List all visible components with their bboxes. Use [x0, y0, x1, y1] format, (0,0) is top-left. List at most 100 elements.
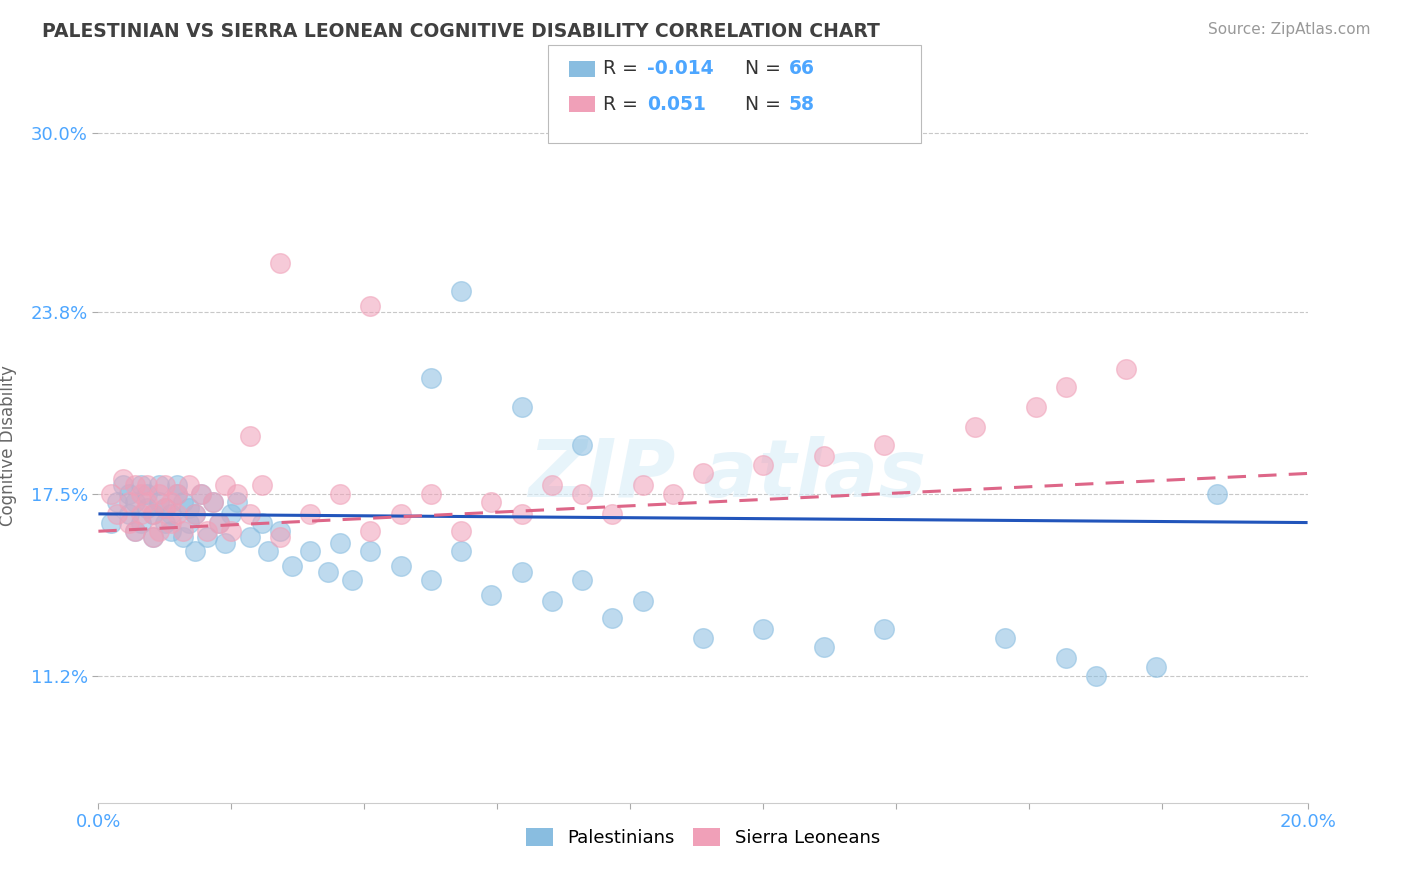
Point: [602, 611, 624, 625]
Text: 0.051: 0.051: [647, 95, 706, 114]
Point: [166, 486, 188, 500]
Point: [873, 623, 896, 637]
Point: [124, 495, 146, 509]
Point: [571, 486, 593, 500]
Point: [873, 437, 896, 451]
Point: [481, 588, 503, 602]
Point: [214, 478, 236, 492]
Point: [160, 516, 183, 530]
Point: [129, 516, 152, 530]
Point: [166, 478, 188, 492]
Point: [148, 478, 170, 492]
Point: [389, 558, 412, 573]
Point: [226, 495, 249, 509]
Point: [420, 371, 443, 385]
Point: [1054, 651, 1077, 665]
Point: [124, 524, 146, 539]
Point: [661, 486, 683, 500]
Point: [118, 495, 141, 509]
Text: 58: 58: [789, 95, 814, 114]
Point: [135, 495, 157, 509]
Point: [450, 544, 472, 558]
Point: [239, 507, 262, 521]
Point: [239, 429, 262, 443]
Point: [160, 524, 183, 539]
Point: [360, 524, 382, 539]
Point: [256, 544, 278, 558]
Point: [184, 507, 207, 521]
Point: [450, 524, 472, 539]
Point: [250, 478, 273, 492]
Point: [153, 478, 176, 492]
Point: [813, 640, 835, 654]
Point: [202, 495, 225, 509]
Point: [299, 544, 322, 558]
Point: [360, 299, 382, 313]
Point: [602, 507, 624, 521]
Point: [118, 507, 141, 521]
Point: [299, 507, 322, 521]
Point: [118, 516, 141, 530]
Point: [540, 478, 562, 492]
Point: [281, 558, 304, 573]
Text: PALESTINIAN VS SIERRA LEONEAN COGNITIVE DISABILITY CORRELATION CHART: PALESTINIAN VS SIERRA LEONEAN COGNITIVE …: [42, 22, 880, 41]
Point: [208, 516, 231, 530]
Point: [389, 507, 412, 521]
Point: [142, 530, 165, 544]
Point: [135, 486, 157, 500]
Point: [124, 478, 146, 492]
Point: [1206, 486, 1229, 500]
Point: [148, 486, 170, 500]
Point: [195, 530, 218, 544]
Text: R =: R =: [603, 95, 644, 114]
Point: [239, 530, 262, 544]
Point: [510, 507, 533, 521]
Text: Source: ZipAtlas.com: Source: ZipAtlas.com: [1208, 22, 1371, 37]
Point: [142, 507, 165, 521]
Y-axis label: Cognitive Disability: Cognitive Disability: [0, 366, 17, 526]
Point: [111, 478, 134, 492]
Point: [142, 530, 165, 544]
Point: [420, 486, 443, 500]
Point: [148, 495, 170, 509]
Point: [195, 524, 218, 539]
Point: [450, 285, 472, 299]
Point: [100, 516, 122, 530]
Point: [329, 536, 352, 550]
Point: [631, 593, 654, 607]
Text: ZIP atlas: ZIP atlas: [529, 435, 927, 514]
Point: [129, 486, 152, 500]
Point: [129, 478, 152, 492]
Point: [481, 495, 503, 509]
Point: [172, 524, 194, 539]
Point: [184, 507, 207, 521]
Point: [250, 516, 273, 530]
Point: [118, 486, 141, 500]
Point: [184, 544, 207, 558]
Point: [172, 530, 194, 544]
Point: [226, 486, 249, 500]
Point: [510, 565, 533, 579]
Point: [631, 478, 654, 492]
Point: [179, 501, 201, 516]
Point: [179, 478, 201, 492]
Point: [148, 524, 170, 539]
Point: [420, 574, 443, 588]
Text: N =: N =: [745, 59, 787, 78]
Point: [153, 501, 176, 516]
Point: [540, 593, 562, 607]
Point: [316, 565, 339, 579]
Point: [1085, 668, 1108, 682]
Point: [692, 631, 714, 645]
Point: [124, 524, 146, 539]
Point: [221, 524, 243, 539]
Point: [329, 486, 352, 500]
Point: [752, 623, 775, 637]
Legend: Palestinians, Sierra Leoneans: Palestinians, Sierra Leoneans: [519, 821, 887, 855]
Point: [1024, 400, 1046, 414]
Point: [166, 486, 188, 500]
Point: [135, 501, 157, 516]
Point: [510, 400, 533, 414]
Point: [1054, 380, 1077, 394]
Point: [129, 507, 152, 521]
